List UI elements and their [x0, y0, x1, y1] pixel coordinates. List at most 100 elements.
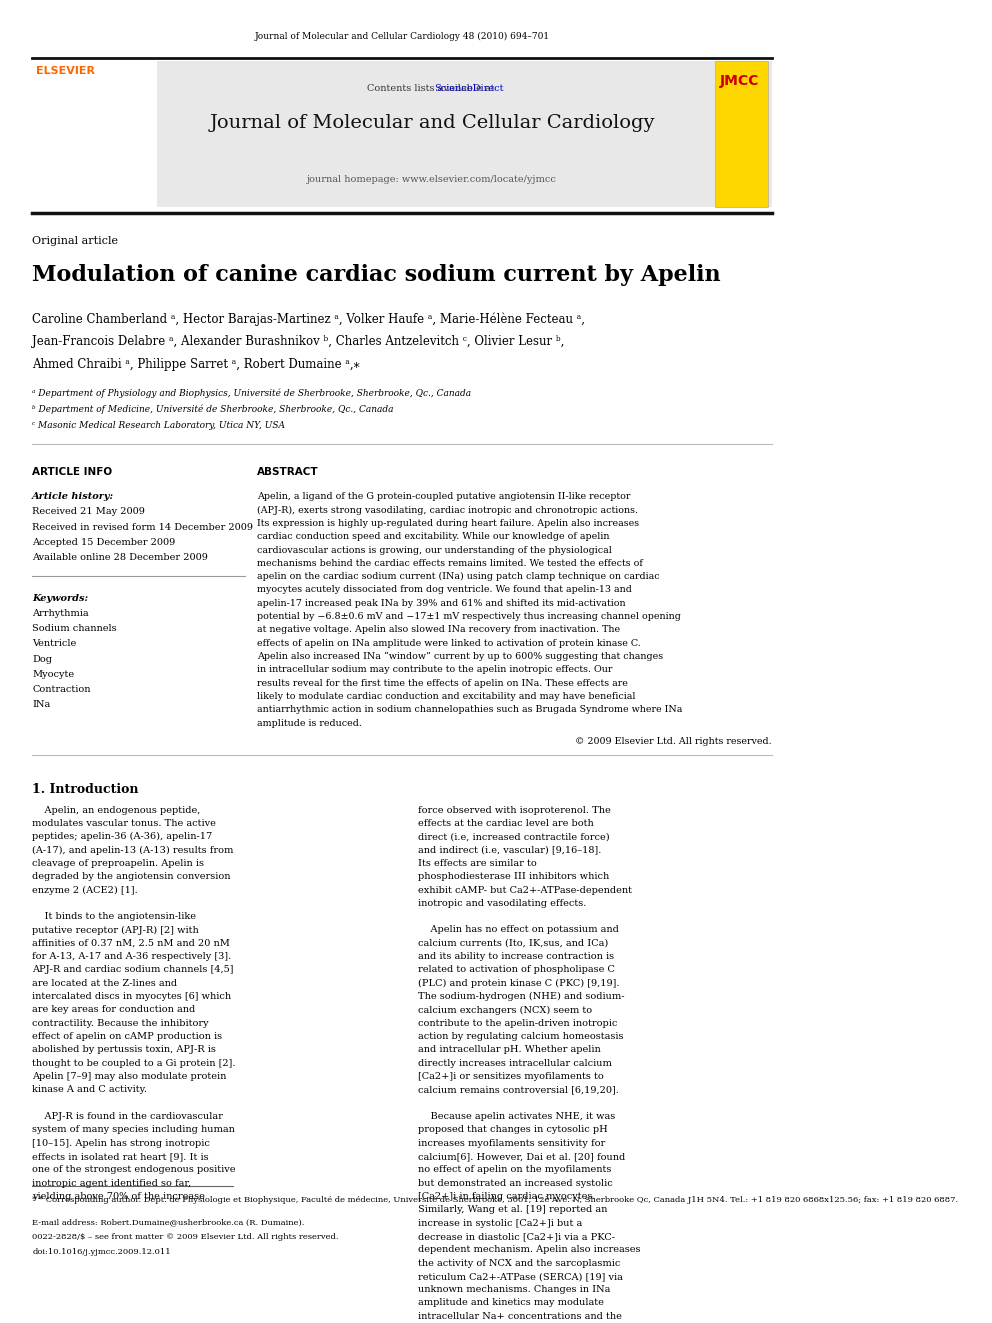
Text: Myocyte: Myocyte — [32, 669, 74, 679]
Text: * * Corresponding author. Dept. de Physiologie et Biophysique, Faculté de médeci: * * Corresponding author. Dept. de Physi… — [32, 1196, 958, 1204]
Text: Because apelin activates NHE, it was: Because apelin activates NHE, it was — [418, 1113, 615, 1121]
Text: ELSEVIER: ELSEVIER — [36, 66, 95, 75]
Text: but demonstrated an increased systolic: but demonstrated an increased systolic — [418, 1179, 613, 1188]
Text: results reveal for the first time the effects of apelin on INa. These effects ar: results reveal for the first time the ef… — [257, 679, 628, 688]
Text: Apelin, a ligand of the G protein-coupled putative angiotensin II-like receptor: Apelin, a ligand of the G protein-couple… — [257, 492, 631, 501]
Text: effects at the cardiac level are both: effects at the cardiac level are both — [418, 819, 594, 828]
Text: reticulum Ca2+-ATPase (SERCA) [19] via: reticulum Ca2+-ATPase (SERCA) [19] via — [418, 1271, 623, 1281]
Text: (APJ-R), exerts strong vasodilating, cardiac inotropic and chronotropic actions.: (APJ-R), exerts strong vasodilating, car… — [257, 505, 638, 515]
Text: calcium exchangers (NCX) seem to: calcium exchangers (NCX) seem to — [418, 1005, 592, 1015]
Text: Contents lists available at: Contents lists available at — [367, 83, 497, 93]
Text: system of many species including human: system of many species including human — [32, 1126, 235, 1134]
Text: potential by −6.8±0.6 mV and −17±1 mV respectively thus increasing channel openi: potential by −6.8±0.6 mV and −17±1 mV re… — [257, 613, 682, 620]
Text: unknown mechanisms. Changes in INa: unknown mechanisms. Changes in INa — [418, 1285, 610, 1294]
Text: Modulation of canine cardiac sodium current by Apelin: Modulation of canine cardiac sodium curr… — [32, 263, 721, 286]
Text: ABSTRACT: ABSTRACT — [257, 467, 318, 476]
Text: Caroline Chamberland ᵃ, Hector Barajas-Martinez ᵃ, Volker Haufe ᵃ, Marie-Hélène : Caroline Chamberland ᵃ, Hector Barajas-M… — [32, 312, 585, 325]
Text: are located at the Z-lines and: are located at the Z-lines and — [32, 979, 178, 988]
Text: The sodium-hydrogen (NHE) and sodium-: The sodium-hydrogen (NHE) and sodium- — [418, 992, 625, 1002]
Text: Apelin, an endogenous peptide,: Apelin, an endogenous peptide, — [32, 806, 200, 815]
Text: directly increases intracellular calcium: directly increases intracellular calcium — [418, 1058, 612, 1068]
Text: kinase A and C activity.: kinase A and C activity. — [32, 1085, 147, 1094]
Text: the activity of NCX and the sarcoplasmic: the activity of NCX and the sarcoplasmic — [418, 1258, 620, 1267]
Text: Journal of Molecular and Cellular Cardiology 48 (2010) 694–701: Journal of Molecular and Cellular Cardio… — [254, 32, 550, 41]
Text: force observed with isoproterenol. The: force observed with isoproterenol. The — [418, 806, 611, 815]
Text: calcium currents (Ito, IK,sus, and ICa): calcium currents (Ito, IK,sus, and ICa) — [418, 939, 608, 947]
Text: proposed that changes in cytosolic pH: proposed that changes in cytosolic pH — [418, 1126, 608, 1134]
Text: increase in systolic [Ca2+]i but a: increase in systolic [Ca2+]i but a — [418, 1218, 582, 1228]
Text: ARTICLE INFO: ARTICLE INFO — [32, 467, 112, 476]
Text: action by regulating calcium homeostasis: action by regulating calcium homeostasis — [418, 1032, 624, 1041]
Text: Contraction: Contraction — [32, 685, 90, 695]
Text: thought to be coupled to a Gi protein [2].: thought to be coupled to a Gi protein [2… — [32, 1058, 236, 1068]
Text: E-mail address: Robert.Dumaine@usherbrooke.ca (R. Dumaine).: E-mail address: Robert.Dumaine@usherbroo… — [32, 1218, 305, 1226]
Text: Received 21 May 2009: Received 21 May 2009 — [32, 508, 145, 516]
Text: affinities of 0.37 nM, 2.5 nM and 20 nM: affinities of 0.37 nM, 2.5 nM and 20 nM — [32, 939, 230, 947]
Text: Apelin has no effect on potassium and: Apelin has no effect on potassium and — [418, 926, 619, 934]
Text: no effect of apelin on the myofilaments: no effect of apelin on the myofilaments — [418, 1166, 611, 1175]
Text: © 2009 Elsevier Ltd. All rights reserved.: © 2009 Elsevier Ltd. All rights reserved… — [575, 737, 772, 746]
Text: and indirect (i.e, vascular) [9,16–18].: and indirect (i.e, vascular) [9,16–18]. — [418, 845, 601, 855]
Text: degraded by the angiotensin conversion: degraded by the angiotensin conversion — [32, 872, 231, 881]
Text: increases myofilaments sensitivity for: increases myofilaments sensitivity for — [418, 1139, 605, 1147]
Text: enzyme 2 (ACE2) [1].: enzyme 2 (ACE2) [1]. — [32, 885, 138, 894]
Text: Apelin [7–9] may also modulate protein: Apelin [7–9] may also modulate protein — [32, 1072, 226, 1081]
Text: Sodium channels: Sodium channels — [32, 624, 117, 634]
Text: amplitude and kinetics may modulate: amplitude and kinetics may modulate — [418, 1298, 604, 1307]
Text: Available online 28 December 2009: Available online 28 December 2009 — [32, 553, 208, 562]
Text: contribute to the apelin-driven inotropic: contribute to the apelin-driven inotropi… — [418, 1019, 617, 1028]
Text: antiarrhythmic action in sodium channelopathies such as Brugada Syndrome where I: antiarrhythmic action in sodium channelo… — [257, 705, 682, 714]
Text: yielding above 70% of the increase: yielding above 70% of the increase — [32, 1192, 205, 1201]
Text: 1. Introduction: 1. Introduction — [32, 783, 139, 795]
Text: are key areas for conduction and: are key areas for conduction and — [32, 1005, 195, 1015]
Text: dependent mechanism. Apelin also increases: dependent mechanism. Apelin also increas… — [418, 1245, 641, 1254]
Text: Apelin also increased INa “window” current by up to 600% suggesting that changes: Apelin also increased INa “window” curre… — [257, 652, 664, 662]
Text: ᵇ Department of Medicine, Université de Sherbrooke, Sherbrooke, Qc., Canada: ᵇ Department of Medicine, Université de … — [32, 405, 394, 414]
Text: at negative voltage. Apelin also slowed INa recovery from inactivation. The: at negative voltage. Apelin also slowed … — [257, 626, 620, 635]
Text: and intracellular pH. Whether apelin: and intracellular pH. Whether apelin — [418, 1045, 601, 1054]
Text: Keywords:: Keywords: — [32, 594, 88, 603]
Text: effects of apelin on INa amplitude were linked to activation of protein kinase C: effects of apelin on INa amplitude were … — [257, 639, 641, 648]
Text: journal homepage: www.elsevier.com/locate/yjmcc: journal homepage: www.elsevier.com/locat… — [308, 175, 558, 184]
Text: cardiac conduction speed and excitability. While our knowledge of apelin: cardiac conduction speed and excitabilit… — [257, 532, 610, 541]
Text: Accepted 15 December 2009: Accepted 15 December 2009 — [32, 538, 176, 546]
Text: Arrhythmia: Arrhythmia — [32, 609, 88, 618]
Text: one of the strongest endogenous positive: one of the strongest endogenous positive — [32, 1166, 236, 1175]
Text: mechanisms behind the cardiac effects remains limited. We tested the effects of: mechanisms behind the cardiac effects re… — [257, 558, 643, 568]
Text: peptides; apelin-36 (A-36), apelin-17: peptides; apelin-36 (A-36), apelin-17 — [32, 832, 212, 841]
Text: Dog: Dog — [32, 655, 53, 664]
Text: [Ca2+]i in failing cardiac myocytes.: [Ca2+]i in failing cardiac myocytes. — [418, 1192, 595, 1201]
Text: myocytes acutely dissociated from dog ventricle. We found that apelin-13 and: myocytes acutely dissociated from dog ve… — [257, 586, 632, 594]
Text: direct (i.e, increased contractile force): direct (i.e, increased contractile force… — [418, 832, 610, 841]
Text: [Ca2+]i or sensitizes myofilaments to: [Ca2+]i or sensitizes myofilaments to — [418, 1072, 604, 1081]
Text: intercalated discs in myocytes [6] which: intercalated discs in myocytes [6] which — [32, 992, 231, 1002]
Text: cleavage of preproapelin. Apelin is: cleavage of preproapelin. Apelin is — [32, 859, 204, 868]
Text: in intracellular sodium may contribute to the apelin inotropic effects. Our: in intracellular sodium may contribute t… — [257, 665, 613, 675]
Text: putative receptor (APJ-R) [2] with: putative receptor (APJ-R) [2] with — [32, 926, 199, 934]
Text: exhibit cAMP- but Ca2+-ATPase-dependent: exhibit cAMP- but Ca2+-ATPase-dependent — [418, 885, 632, 894]
Text: It binds to the angiotensin-like: It binds to the angiotensin-like — [32, 912, 196, 921]
Text: inotropic agent identified so far,: inotropic agent identified so far, — [32, 1179, 191, 1188]
Text: [10–15]. Apelin has strong inotropic: [10–15]. Apelin has strong inotropic — [32, 1139, 210, 1147]
Text: Similarly, Wang et al. [19] reported an: Similarly, Wang et al. [19] reported an — [418, 1205, 607, 1215]
FancyBboxPatch shape — [715, 61, 768, 206]
Text: effects in isolated rat heart [9]. It is: effects in isolated rat heart [9]. It is — [32, 1152, 208, 1162]
Text: calcium remains controversial [6,19,20].: calcium remains controversial [6,19,20]. — [418, 1085, 619, 1094]
Text: decrease in diastolic [Ca2+]i via a PKC-: decrease in diastolic [Ca2+]i via a PKC- — [418, 1232, 615, 1241]
Text: abolished by pertussis toxin, APJ-R is: abolished by pertussis toxin, APJ-R is — [32, 1045, 216, 1054]
Text: related to activation of phospholipase C: related to activation of phospholipase C — [418, 966, 615, 975]
Text: Article history:: Article history: — [32, 492, 114, 501]
FancyBboxPatch shape — [32, 61, 772, 206]
Text: Ahmed Chraibi ᵃ, Philippe Sarret ᵃ, Robert Dumaine ᵃ,⁎: Ahmed Chraibi ᵃ, Philippe Sarret ᵃ, Robe… — [32, 357, 360, 370]
Text: effect of apelin on cAMP production is: effect of apelin on cAMP production is — [32, 1032, 222, 1041]
Text: amplitude is reduced.: amplitude is reduced. — [257, 718, 362, 728]
Text: ᶜ Masonic Medical Research Laboratory, Utica NY, USA: ᶜ Masonic Medical Research Laboratory, U… — [32, 421, 285, 430]
Text: ScienceDirect: ScienceDirect — [434, 83, 504, 93]
Text: intracellular Na+ concentrations and the: intracellular Na+ concentrations and the — [418, 1312, 622, 1320]
Text: (PLC) and protein kinase C (PKC) [9,19].: (PLC) and protein kinase C (PKC) [9,19]. — [418, 979, 620, 988]
Text: APJ-R is found in the cardiovascular: APJ-R is found in the cardiovascular — [32, 1113, 223, 1121]
Text: JMCC: JMCC — [719, 74, 759, 87]
Text: doi:10.1016/j.yjmcc.2009.12.011: doi:10.1016/j.yjmcc.2009.12.011 — [32, 1249, 171, 1257]
Text: Jean-Francois Delabre ᵃ, Alexander Burashnikov ᵇ, Charles Antzelevitch ᶜ, Olivie: Jean-Francois Delabre ᵃ, Alexander Buras… — [32, 335, 564, 348]
Text: modulates vascular tonus. The active: modulates vascular tonus. The active — [32, 819, 216, 828]
